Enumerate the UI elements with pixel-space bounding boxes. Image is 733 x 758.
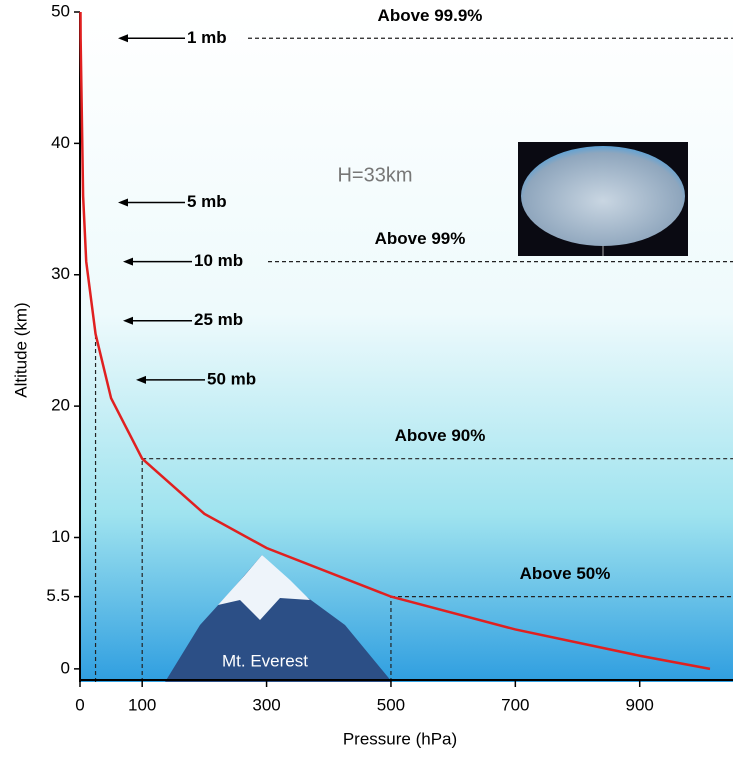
pressure-label: 1 mb (187, 28, 227, 47)
threshold-label: Above 99.9% (378, 6, 483, 25)
y-tick-label: 30 (51, 264, 70, 283)
balloon-image (518, 142, 688, 256)
y-tick-label: 40 (51, 133, 70, 152)
annotation: Mt. Everest (222, 651, 308, 670)
y-axis-title: Altitude (km) (11, 302, 30, 397)
pressure-label: 10 mb (194, 251, 243, 270)
x-tick-label: 300 (252, 695, 280, 714)
pressure-label: 50 mb (207, 369, 256, 388)
plot-background (80, 12, 733, 682)
y-tick-label: 5.5 (46, 586, 70, 605)
y-tick-label: 20 (51, 396, 70, 415)
y-tick-label: 10 (51, 527, 70, 546)
annotation: H=33km (337, 164, 412, 186)
y-tick-label: 50 (51, 1, 70, 20)
pressure-label: 5 mb (187, 192, 227, 211)
x-tick-label: 700 (501, 695, 529, 714)
x-tick-label: 500 (377, 695, 405, 714)
y-tick-label: 0 (61, 658, 70, 677)
x-axis-title: Pressure (hPa) (343, 729, 457, 748)
pressure-label: 25 mb (194, 310, 243, 329)
threshold-label: Above 50% (520, 564, 611, 583)
x-tick-label: 100 (128, 695, 156, 714)
threshold-label: Above 99% (375, 229, 466, 248)
threshold-label: Above 90% (395, 426, 486, 445)
chart: Mt. Everest H=33km Pressure (hPa) Altitu… (0, 0, 733, 753)
x-tick-label: 0 (75, 695, 84, 714)
x-tick-label: 900 (626, 695, 654, 714)
